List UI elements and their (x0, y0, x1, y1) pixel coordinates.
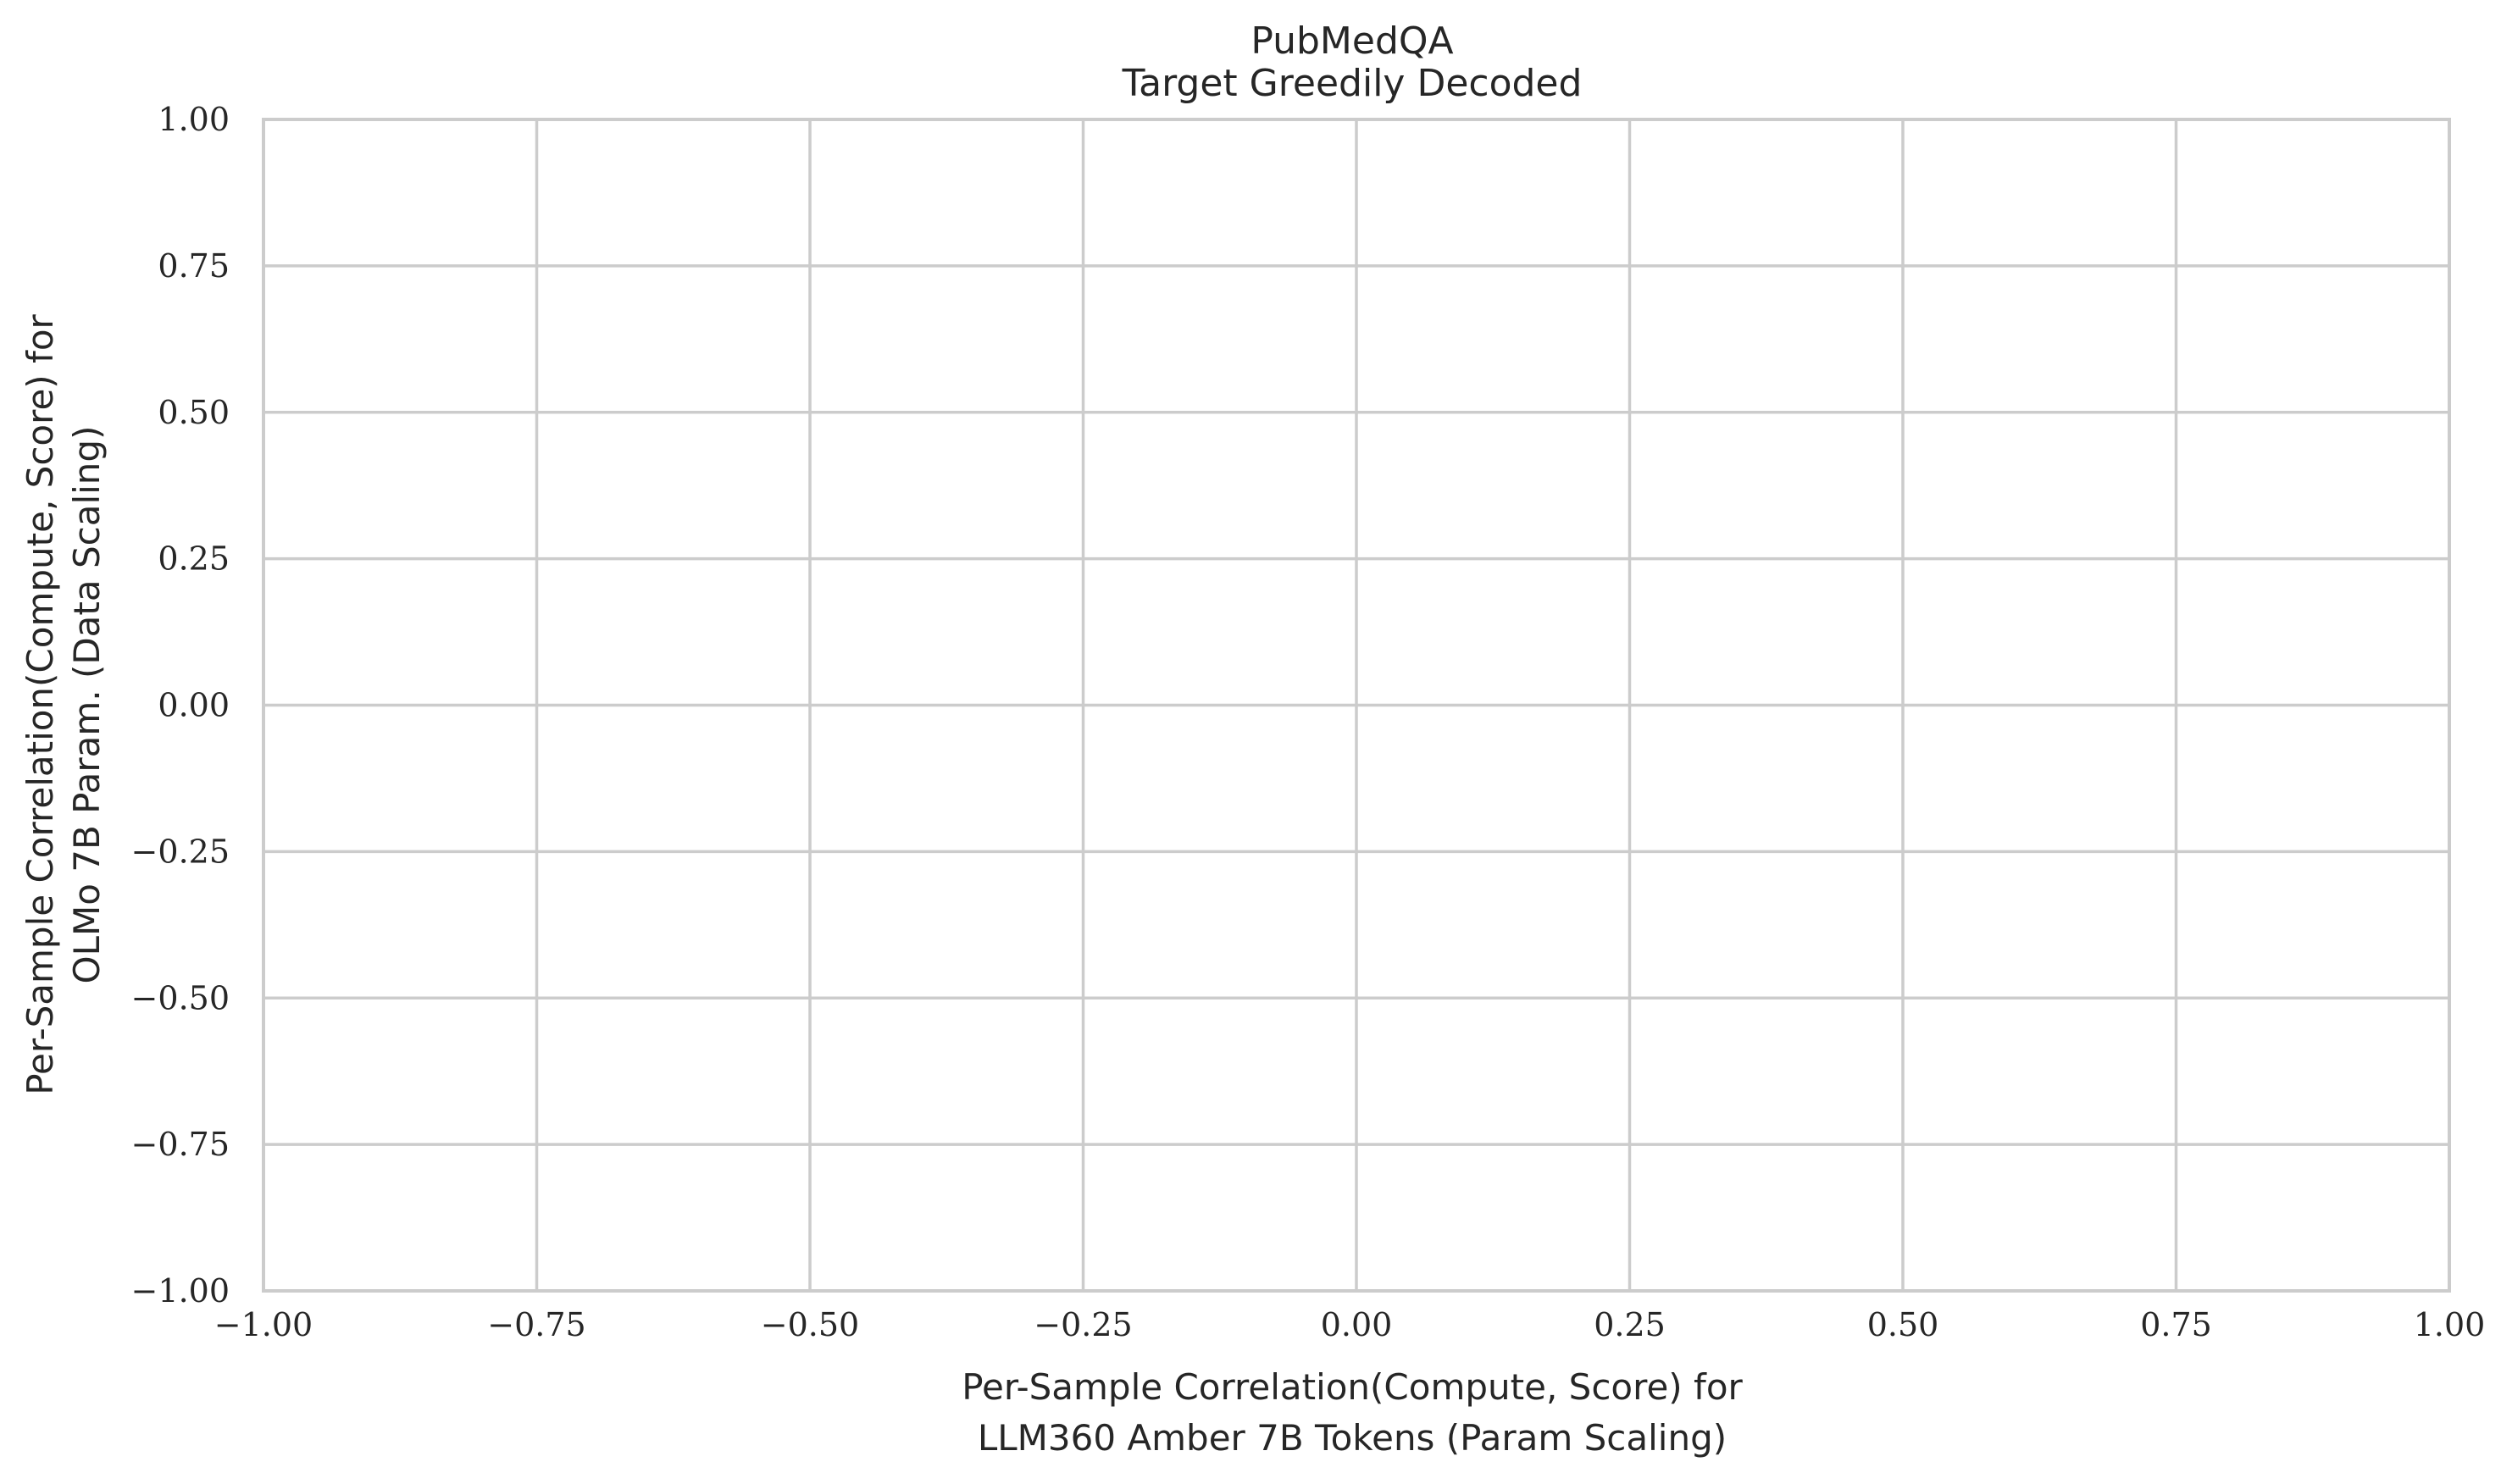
plot-frame (262, 118, 2451, 1293)
y-axis-label-line-2: OLMo 7B Param. (Data Scaling) (66, 426, 108, 984)
x-tick-label: 0.50 (1867, 1306, 1939, 1343)
y-tick-label: 0.00 (158, 687, 230, 724)
chart-title-line-1: PubMedQA (1250, 19, 1453, 63)
x-tick-label: 0.25 (1594, 1306, 1666, 1343)
y-tick-label: 0.25 (158, 540, 230, 578)
x-tick-label: 0.75 (2140, 1306, 2212, 1343)
x-axis-label-line-2: LLM360 Amber 7B Tokens (Param Scaling) (978, 1417, 1727, 1459)
y-tick-label: 0.50 (158, 394, 230, 431)
x-tick-label: 1.00 (2414, 1306, 2486, 1343)
x-tick-label: −1.00 (214, 1306, 313, 1343)
x-axis-label-line-1: Per-Sample Correlation(Compute, Score) f… (962, 1366, 1743, 1408)
y-tick-label: −0.50 (131, 979, 230, 1016)
y-tick-label: 0.75 (158, 247, 230, 285)
chart-title-line-2: Target Greedily Decoded (1122, 62, 1583, 105)
x-tick-labels: −1.00 −0.75 −0.50 −0.25 0.00 0.25 0.50 0.75 1.00 (214, 1306, 2486, 1343)
y-axis-label-line-1: Per-Sample Correlation(Compute, Score) f… (19, 313, 61, 1094)
x-tick-label: −0.25 (1034, 1306, 1132, 1343)
y-tick-label: 1.00 (158, 101, 230, 138)
x-tick-label: −0.75 (487, 1306, 585, 1343)
x-tick-label: −0.50 (761, 1306, 859, 1343)
y-tick-label: −1.00 (131, 1272, 230, 1310)
y-tick-labels: −1.00 −0.75 −0.50 −0.25 0.00 0.25 0.50 0.75 1.00 (131, 101, 230, 1310)
y-tick-label: −0.75 (131, 1126, 230, 1163)
y-tick-label: −0.25 (131, 833, 230, 870)
x-tick-label: 0.00 (1321, 1306, 1393, 1343)
